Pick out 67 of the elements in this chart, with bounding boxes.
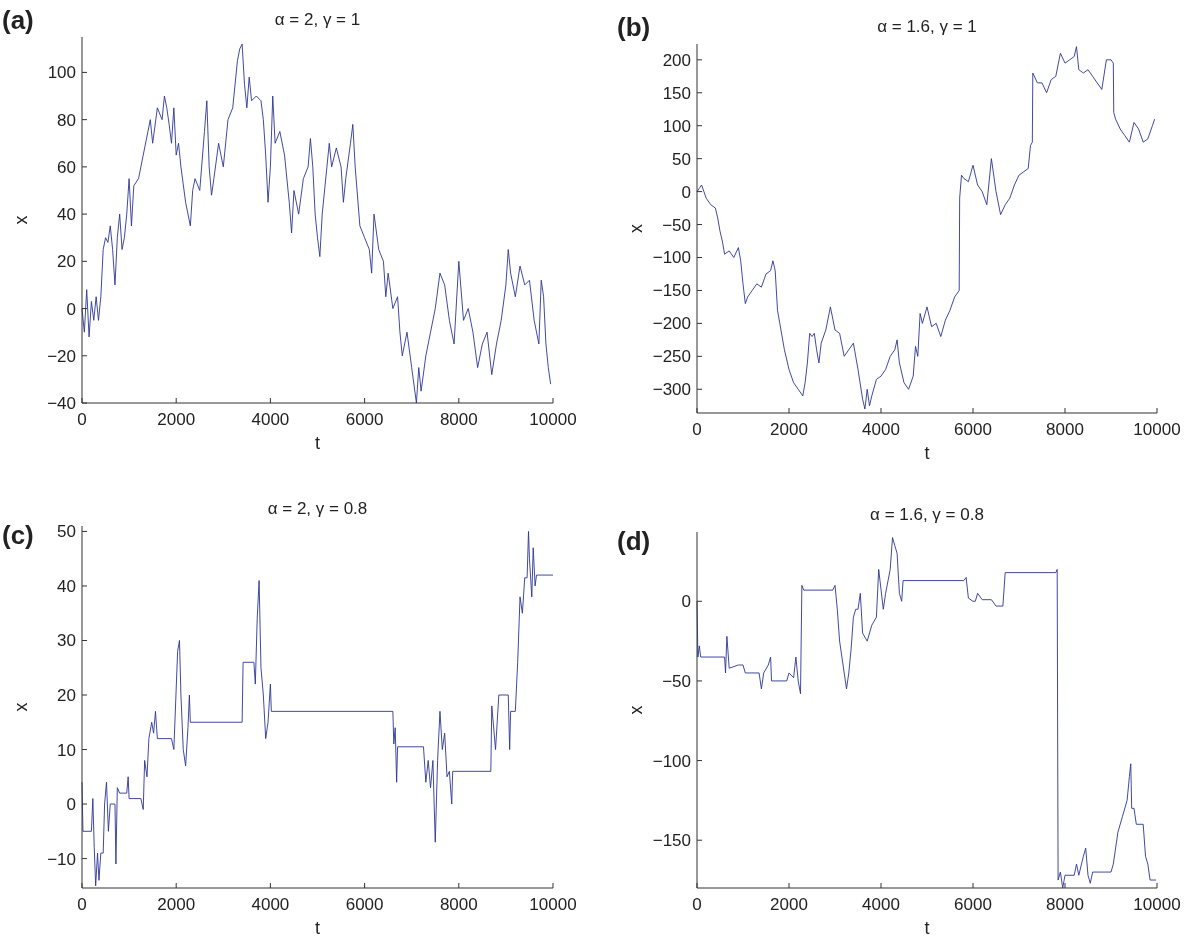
y-tick-label: 150: [662, 83, 691, 103]
y-axis-title: x: [11, 702, 31, 712]
x-tick-label: 2000: [157, 895, 196, 914]
x-axis-title: t: [314, 433, 321, 453]
x-tick-label: 4000: [251, 895, 290, 914]
chart-title: α = 1.6, γ = 0.8: [870, 505, 984, 524]
y-tick-label: 0: [66, 299, 76, 319]
y-tick-label: 20: [57, 252, 76, 272]
x-tick-label: 2000: [770, 895, 808, 914]
text: (c): [2, 520, 34, 550]
y-tick-label: −200: [652, 314, 691, 334]
text: (b): [617, 12, 651, 42]
y-tick-label: −150: [652, 281, 691, 301]
x-tick-label: 6000: [345, 410, 384, 429]
y-tick-label: 20: [57, 686, 76, 706]
y-tick-label: −300: [652, 380, 691, 400]
y-tick-label: 40: [57, 576, 76, 596]
y-tick-label: −50: [662, 671, 691, 691]
y-tick-label: −100: [652, 751, 691, 771]
x-tick-label: 8000: [1046, 420, 1084, 439]
y-tick-label: 40: [57, 205, 76, 225]
y-tick-label: 50: [57, 522, 76, 542]
x-tick-label: 8000: [1046, 895, 1084, 914]
x-tick-label: 10000: [1133, 420, 1181, 439]
chart-title: α = 2, γ = 0.8: [267, 499, 368, 518]
x-tick-label: 2000: [770, 420, 808, 439]
y-tick-label: −100: [652, 248, 691, 268]
x-tick-label: 10000: [1133, 895, 1181, 914]
y-tick-label: 100: [47, 63, 76, 83]
x-tick-label: 6000: [345, 895, 384, 914]
y-tick-label: 50: [672, 149, 691, 169]
x-tick-label: 8000: [439, 410, 478, 429]
x-tick-label: 4000: [862, 895, 900, 914]
x-tick-label: 4000: [251, 410, 290, 429]
line-series: [696, 46, 1156, 410]
y-tick-label: −250: [652, 347, 691, 367]
chart-title: α = 1.6, γ = 1: [877, 17, 977, 36]
x-tick-label: 6000: [954, 420, 992, 439]
y-axis-title: x: [11, 215, 31, 225]
y-tick-label: −150: [652, 831, 691, 851]
y-tick-label: 80: [57, 110, 76, 130]
y-tick-label: 10: [57, 740, 76, 760]
x-tick-label: 6000: [954, 895, 992, 914]
y-tick-label: −20: [47, 346, 76, 366]
y-tick-label: 100: [662, 116, 691, 136]
x-tick-label: 10000: [529, 895, 577, 914]
x-tick-label: 4000: [862, 420, 900, 439]
y-axis-title: x: [626, 224, 646, 233]
x-tick-label: 8000: [439, 895, 478, 914]
text: (d): [617, 526, 651, 556]
x-tick-label: 10000: [529, 410, 577, 429]
y-tick-label: 30: [57, 631, 76, 651]
y-tick-label: 0: [681, 182, 691, 202]
y-tick-label: −10: [47, 849, 76, 869]
y-axis-title: x: [626, 705, 646, 715]
y-tick-label: 0: [681, 592, 691, 612]
y-tick-label: −40: [47, 394, 76, 413]
text: (a): [2, 5, 34, 35]
y-tick-label: 60: [57, 157, 76, 177]
x-tick-label: 2000: [157, 410, 196, 429]
y-tick-label: −50: [662, 215, 691, 235]
x-axis-title: t: [314, 918, 321, 938]
y-tick-label: 0: [66, 795, 76, 815]
x-axis-title: t: [924, 443, 930, 463]
y-tick-label: 200: [662, 50, 691, 70]
x-axis-title: t: [924, 918, 930, 938]
chart-title: α = 2, γ = 1: [274, 10, 361, 29]
